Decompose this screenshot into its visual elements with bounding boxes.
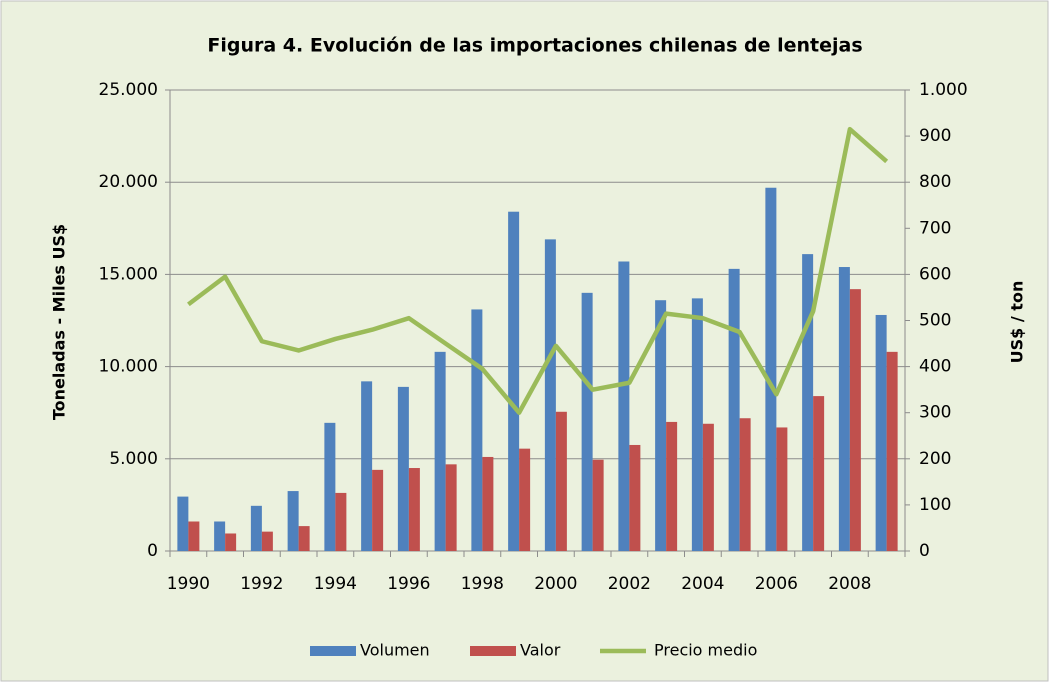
bar	[776, 427, 788, 551]
bar	[555, 411, 567, 551]
x-tick-label: 1990	[167, 574, 210, 594]
bar	[618, 261, 630, 551]
bar	[397, 386, 409, 551]
y-tick-label: 15.000	[99, 264, 158, 284]
legend-label: Precio medio	[654, 641, 757, 660]
bar	[802, 254, 814, 551]
bar	[629, 444, 641, 551]
y-axis-label: Toneladas - Miles US$	[50, 224, 69, 420]
bar	[886, 351, 898, 551]
bar	[261, 531, 273, 551]
bar	[581, 292, 593, 551]
y2-tick-label: 1.000	[919, 80, 968, 100]
bar	[408, 468, 420, 551]
x-tick-label: 1994	[314, 574, 357, 594]
bar	[324, 422, 336, 551]
bar	[287, 491, 299, 551]
y2-tick-label: 800	[919, 172, 951, 192]
bar	[875, 314, 887, 551]
bar	[765, 187, 777, 551]
bar	[728, 268, 740, 551]
x-tick-label: 1992	[240, 574, 283, 594]
y2-tick-label: 500	[919, 311, 951, 331]
y2-tick-label: 400	[919, 357, 951, 377]
bar	[592, 459, 604, 551]
legend-swatch	[470, 646, 516, 656]
y2-axis-label: US$ / ton	[1008, 281, 1027, 364]
y-tick-label: 20.000	[99, 172, 158, 192]
y2-tick-label: 700	[919, 218, 951, 238]
bar	[214, 521, 226, 551]
x-tick-label: 1998	[461, 574, 504, 594]
line	[187, 126, 889, 415]
x-tick-label: 2006	[755, 574, 798, 594]
bar	[335, 492, 347, 551]
y2-tick-label: 100	[919, 495, 951, 515]
chart-title: Figura 4. Evolución de las importaciones…	[207, 35, 862, 57]
y-tick-label: 0	[147, 541, 158, 561]
bar	[655, 300, 667, 551]
y2-tick-label: 300	[919, 403, 951, 423]
x-tick-label: 2008	[828, 574, 871, 594]
bar	[519, 448, 531, 551]
bar	[225, 533, 237, 551]
bar	[188, 521, 200, 551]
bar	[361, 381, 373, 551]
bar	[544, 239, 556, 551]
bar	[434, 351, 446, 551]
bar	[298, 526, 310, 551]
legend-label: Valor	[520, 641, 561, 660]
bar	[739, 418, 751, 551]
bar	[445, 464, 457, 551]
bar	[372, 469, 384, 551]
x-tick-label: 2000	[534, 574, 577, 594]
y-tick-label: 5.000	[109, 449, 158, 469]
bar	[691, 298, 703, 551]
bar	[177, 496, 189, 551]
bar	[813, 396, 825, 551]
legend-swatch	[310, 646, 356, 656]
y2-tick-label: 0	[919, 541, 930, 561]
bar	[849, 289, 861, 551]
bar	[838, 267, 850, 551]
legend-label: Volumen	[360, 641, 430, 660]
bar	[250, 505, 262, 551]
bar	[508, 211, 520, 552]
y-tick-label: 25.000	[99, 80, 158, 100]
bar	[666, 421, 678, 551]
bar	[702, 423, 714, 551]
y2-tick-label: 900	[919, 126, 951, 146]
y2-tick-label: 200	[919, 449, 951, 469]
x-tick-label: 1996	[387, 574, 430, 594]
bar	[482, 456, 494, 551]
x-tick-label: 2002	[608, 574, 651, 594]
bar	[471, 309, 483, 551]
y-tick-label: 10.000	[99, 357, 158, 377]
x-tick-label: 2004	[681, 574, 724, 594]
y2-tick-label: 600	[919, 264, 951, 284]
